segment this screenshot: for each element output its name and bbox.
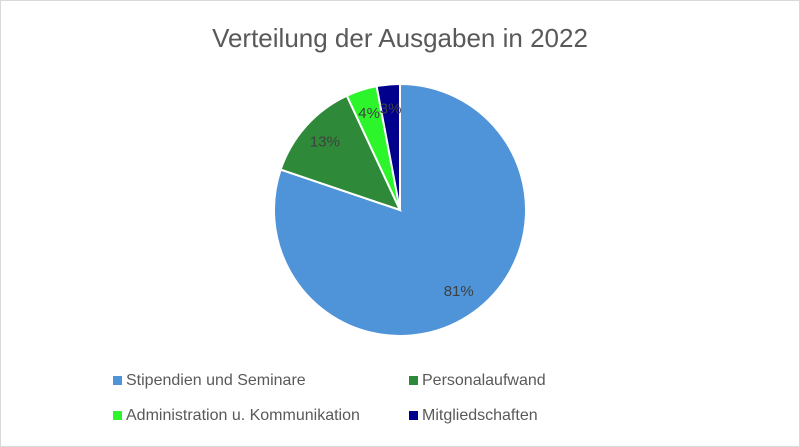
legend-swatch xyxy=(113,411,122,420)
data-label: 81% xyxy=(444,283,474,300)
data-label: 13% xyxy=(310,134,340,151)
legend-label: Administration u. Kommunikation xyxy=(126,407,360,424)
pie-slice xyxy=(279,94,402,212)
legend-swatch xyxy=(409,376,418,385)
legend-label: Personalaufwand xyxy=(422,372,546,389)
legend-label: Mitgliedschaften xyxy=(422,407,538,424)
legend-label: Stipendien und Seminare xyxy=(126,372,306,389)
chart-title: Verteilung der Ausgaben in 2022 xyxy=(212,23,588,53)
data-label: 3% xyxy=(380,101,402,118)
data-label: 4% xyxy=(358,105,380,122)
pie-slice xyxy=(375,82,401,211)
legend-swatch xyxy=(409,411,418,420)
legend-swatch xyxy=(113,376,122,385)
